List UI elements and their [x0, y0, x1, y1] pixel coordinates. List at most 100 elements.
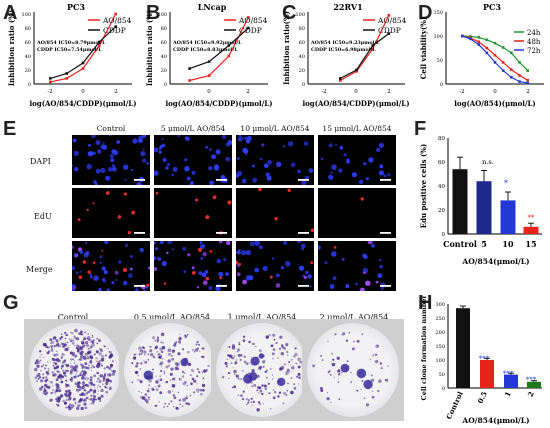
- data-point: [518, 80, 521, 83]
- data-point: [227, 54, 231, 58]
- micrograph-tile: [72, 135, 150, 185]
- legend-label: 48h: [527, 38, 541, 46]
- panel-e-col-label: Control: [96, 124, 126, 133]
- panel-letter-b: B: [146, 2, 161, 24]
- x-tick: 0: [207, 89, 211, 95]
- data-point: [493, 53, 497, 57]
- data-point: [114, 25, 117, 28]
- data-point: [49, 80, 52, 84]
- panel-a-xlabel: log(AO/854/CDDP)(μmol/L): [29, 99, 136, 108]
- data-point: [371, 47, 374, 51]
- legend-label: CDDP: [378, 26, 401, 35]
- data-point: [510, 68, 513, 71]
- y-tick: 80: [25, 26, 31, 32]
- panel-letter-a: A: [3, 2, 18, 24]
- panel-b-xlabel: log(AO/854/CDDP)(μmol/L): [165, 99, 272, 108]
- bar-1: [504, 374, 518, 388]
- panel-e-col-label: 15 μmol/L AO/854: [322, 124, 392, 133]
- panel-e-col-label: 10 μmol/L AO/854: [240, 124, 310, 133]
- data-point: [387, 14, 391, 17]
- panel-c-yticks: 0 20 40 60 80 100: [295, 12, 305, 88]
- data-point: [501, 69, 505, 72]
- panel-letter-f: F: [414, 118, 427, 140]
- data-point: [387, 32, 391, 35]
- x-tick: 10: [502, 239, 514, 249]
- panel-a-xticks: -2 0 2: [47, 89, 117, 95]
- y-tick: 300: [435, 302, 445, 308]
- data-point: [98, 44, 101, 47]
- panel-b-title: LNcap: [198, 2, 227, 12]
- data-point: [526, 78, 529, 82]
- culture-dish: [29, 323, 121, 417]
- significance-mark: n.s.: [482, 158, 494, 166]
- y-tick: 80: [299, 26, 305, 32]
- panel-a-chart: PC3 0 20 40 60 80 100 -2 0 2 AO/854 CDDP…: [7, 2, 137, 108]
- x-tick: Control: [443, 239, 477, 249]
- micrograph-tile: [318, 188, 396, 238]
- panel-f-xticks: Control 5 10 15: [443, 239, 536, 249]
- bar-control: [456, 308, 470, 388]
- x-tick: 2: [526, 89, 530, 95]
- x-tick: 2: [526, 390, 536, 398]
- panel-h-yticks: 0 50 100 150 200 250 300: [435, 302, 445, 392]
- data-point: [207, 60, 211, 63]
- micrograph-tile: [236, 135, 314, 185]
- y-tick: 100: [433, 34, 443, 40]
- panel-f-chart: 0 20 40 60 80 Control 5 10 15 n.s. * ** …: [419, 136, 542, 266]
- panel-h-ylabel: Cell clone formation numbers: [420, 296, 428, 400]
- micrograph-tile: [154, 135, 232, 185]
- y-tick: 100: [21, 12, 31, 18]
- panel-c-xlabel: log(AO/854/CDDP)(μmol/L): [302, 99, 409, 108]
- panel-d-ylabel: Cell viability(%): [419, 17, 428, 80]
- bar-15: [523, 226, 539, 234]
- y-tick: 60: [299, 40, 305, 46]
- panel-a-ylabel: Inhibition ratio (%): [7, 10, 16, 86]
- series-line-ao-854: [340, 15, 390, 82]
- x-tick: 0.5: [476, 390, 489, 405]
- y-tick: 20: [438, 208, 445, 214]
- data-point: [518, 61, 521, 64]
- y-tick: 50: [437, 58, 443, 64]
- data-point: [485, 38, 489, 42]
- data-point: [526, 81, 529, 85]
- y-tick: 0: [442, 386, 445, 392]
- ic50-annotation: AO/854 IC50=9.92μmol/L: [172, 40, 242, 46]
- data-point: [477, 40, 480, 44]
- y-tick: 80: [161, 26, 167, 32]
- micrograph-tile: [236, 188, 314, 238]
- significance-mark: *: [504, 179, 508, 188]
- panel-b-xticks: 0 2: [207, 89, 250, 95]
- panel-e-row-label: DAPI: [30, 157, 51, 166]
- y-tick: 150: [435, 344, 445, 350]
- y-tick: 0: [28, 82, 31, 88]
- x-tick: 0: [354, 89, 358, 95]
- series-line-cddp: [340, 33, 390, 79]
- data-point: [469, 37, 472, 41]
- data-point: [81, 61, 85, 65]
- panel-b-yticks: 0 20 40 60 80 100: [157, 12, 167, 88]
- y-tick: 100: [295, 12, 305, 18]
- panel-c-plot: [339, 14, 391, 82]
- y-tick: 50: [439, 372, 445, 378]
- panel-letter-g: G: [3, 292, 19, 314]
- panel-b-plot: [188, 16, 250, 82]
- y-tick: 0: [164, 82, 167, 88]
- data-point: [485, 46, 489, 50]
- y-tick: 80: [438, 136, 445, 142]
- panel-c-title: 22RV1: [333, 2, 362, 12]
- panel-c-ylabel: Inhibition ratio(%): [282, 11, 291, 85]
- panel-f-xlabel: AO/854(μmol/L): [461, 257, 529, 266]
- ic50-annotation: CDDP IC50=6.98μmol/L: [311, 47, 376, 53]
- y-tick: 40: [161, 54, 167, 60]
- data-point: [493, 41, 497, 45]
- panel-f-plot: [452, 156, 539, 234]
- data-point: [98, 40, 101, 44]
- x-tick: 0: [493, 89, 497, 95]
- y-tick: 60: [161, 40, 167, 46]
- panel-f-ylabel: Edu positive cells (%): [419, 144, 428, 228]
- y-tick: 40: [299, 54, 305, 60]
- data-point: [247, 16, 250, 19]
- data-point: [188, 79, 191, 82]
- panel-e-row-label: Merge: [26, 265, 53, 274]
- x-tick: 2: [114, 89, 118, 95]
